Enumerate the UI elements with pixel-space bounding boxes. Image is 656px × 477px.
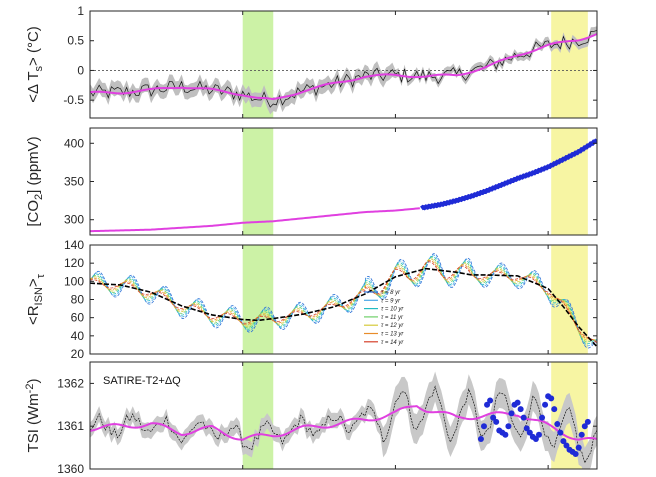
- co2-measured-line: [420, 138, 597, 211]
- risn-series-tau-12: [90, 258, 597, 342]
- co2-axes-frame: [89, 127, 598, 236]
- risn-legend: τ = 8 yr τ = 9 yr τ = 10 yr τ = 11 yr τ = 12…: [364, 290, 404, 346]
- tsi-satellite-point: [484, 401, 491, 408]
- risn-ylabel: <RISN>τ: [25, 273, 47, 325]
- co2-ytick-label: 400: [64, 136, 84, 150]
- temperature-ytick-label: -0.5: [63, 93, 84, 107]
- tsi-annual-line: [90, 385, 597, 464]
- temperature-yellow-band: [551, 11, 588, 118]
- tsi-ytick-label: 1360: [57, 462, 84, 476]
- co2-plot-area: [90, 128, 597, 235]
- legend-label-tau-14: τ = 14 yr: [381, 340, 404, 346]
- risn-ytick-label: 120: [64, 256, 84, 270]
- temperature-plot-area: [90, 11, 597, 118]
- tsi-satellite-point: [502, 431, 509, 438]
- tsi-satellite-point: [581, 423, 588, 430]
- temperature-ylabel: <Δ Ts> (°C): [25, 26, 45, 103]
- risn-mean-line: [90, 267, 597, 348]
- tsi-satellite-point: [542, 401, 549, 408]
- tsi-ytick-label: 1362: [57, 376, 84, 390]
- legend-label-tau-10: τ = 10 yr: [381, 307, 404, 313]
- tsi-satellite-point: [532, 436, 539, 443]
- temperature-smoothed-line: [90, 33, 597, 101]
- tsi-satellite-point: [539, 414, 546, 421]
- co2-ice-core-line: [90, 207, 420, 233]
- legend-label-tau-11: τ = 11 yr: [381, 315, 404, 321]
- tsi-satellite-point: [560, 438, 567, 445]
- risn-ytick-label: 100: [64, 274, 84, 288]
- tsi-satellite-point: [490, 414, 497, 421]
- co2-ytick-label: 350: [64, 175, 84, 189]
- tsi-satellite-point: [584, 418, 591, 425]
- risn-ytick-label: 140: [64, 238, 84, 252]
- panel-risn: τ = 8 yr τ = 9 yr τ = 10 yr τ = 11 yr τ = 12…: [25, 238, 598, 361]
- co2-ytick-label: 300: [64, 213, 84, 227]
- tsi-satellite-point: [480, 423, 487, 430]
- tsi-satellite-point: [554, 421, 561, 428]
- tsi-satellite-point: [551, 406, 558, 413]
- tsi-satellite-point: [548, 395, 555, 402]
- risn-series-tau-14: [90, 261, 597, 344]
- tsi-satellite-point: [572, 451, 579, 458]
- risn-ytick-label: 80: [71, 293, 85, 307]
- co2-green-band: [242, 128, 274, 235]
- tsi-satellite-point: [578, 431, 585, 438]
- tsi-satellite-point: [508, 410, 515, 417]
- tsi-satellite-point: [557, 429, 564, 436]
- legend-label-tau-13: τ = 13 yr: [381, 332, 404, 338]
- tsi-satellite-point: [535, 431, 542, 438]
- tsi-satellite-point: [477, 436, 484, 443]
- risn-ytick-label: 60: [71, 311, 85, 325]
- co2-yellow-band: [551, 128, 588, 235]
- risn-ytick-label: 20: [71, 347, 85, 361]
- tsi-plot-area: [90, 362, 597, 469]
- temperature-ytick-label: 0.5: [67, 34, 84, 48]
- tsi-satellite-point: [517, 406, 524, 413]
- risn-series-tau-10: [90, 255, 597, 345]
- temperature-axes-frame: [89, 10, 598, 119]
- legend-label-tau-9: τ = 9 yr: [381, 298, 401, 304]
- tsi-ytick-label: 1361: [57, 419, 84, 433]
- tsi-annotation: SATIRE-T2+ΔQ: [103, 375, 181, 387]
- tsi-ylabel: TSI (Wm-2): [24, 379, 42, 453]
- legend-label-tau-8: τ = 8 yr: [381, 290, 401, 296]
- tsi-satellite-point: [523, 425, 530, 432]
- legend-label-tau-12: τ = 12 yr: [381, 323, 404, 329]
- co2-ylabel: [CO2] (ppmV): [25, 136, 45, 226]
- risn-ytick-label: 40: [71, 329, 85, 343]
- tsi-satellite-point: [487, 397, 494, 404]
- tsi-satellite-point: [493, 418, 500, 425]
- temperature-uncertainty-band: [90, 26, 597, 115]
- tsi-satellite-point: [563, 442, 570, 449]
- risn-green-band: [242, 245, 274, 354]
- tsi-satellite-point: [575, 444, 582, 451]
- panel-co2: 300 350 400 [CO2] (ppmV): [25, 127, 598, 236]
- risn-plot-area: [90, 245, 597, 354]
- panel-temperature: -0.5 0 0.5 1 <Δ Ts> (°C): [25, 4, 598, 119]
- panel-tsi: SATIRE-T2+ΔQ 1360 1361 1362 TSI (Wm-2): [24, 361, 598, 476]
- risn-series-tau-8: [90, 253, 597, 349]
- tsi-satellite-point: [514, 399, 521, 406]
- temperature-ytick-label: 1: [77, 4, 84, 18]
- temperature-ytick-label: 0: [77, 63, 84, 77]
- risn-series-tau-13: [90, 259, 597, 343]
- tsi-satellite-point: [526, 429, 533, 436]
- risn-series-tau-9: [90, 254, 597, 347]
- tsi-satellite-point: [505, 423, 512, 430]
- tsi-axes-frame: [89, 361, 598, 470]
- tsi-satellite-point: [520, 414, 527, 421]
- tsi-uncertainty-band: [90, 371, 597, 469]
